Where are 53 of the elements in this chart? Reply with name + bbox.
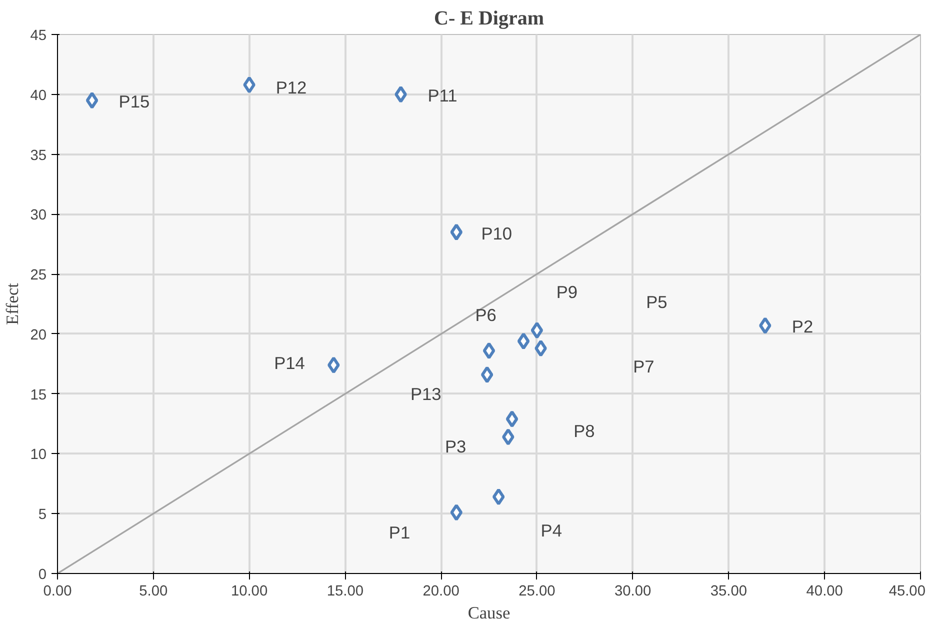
y-tick-label: 25 (30, 268, 47, 284)
x-axis-title: Cause (468, 604, 510, 622)
point (502, 428, 514, 446)
annotation: P9 (556, 282, 578, 302)
y-tick-label: 40 (30, 88, 47, 104)
annotation: P13 (410, 384, 442, 404)
chart-title: C- E Digram (434, 8, 544, 30)
annotation: P7 (633, 356, 654, 377)
annotation: P1 (388, 522, 410, 543)
point (327, 356, 340, 374)
annotation: P10 (481, 223, 512, 244)
point (450, 504, 463, 521)
annotation: P12 (276, 77, 307, 98)
y-tick-label: 30 (30, 208, 47, 224)
y-tick-label: 0 (38, 567, 47, 583)
annotation: P6 (475, 304, 496, 325)
x-tick-label: 25.00 (518, 584, 556, 600)
x-tick-label: 0.00 (43, 584, 72, 600)
y-tick-label: 5 (38, 507, 47, 524)
point (506, 410, 518, 428)
annotation: P15 (118, 91, 150, 112)
x-tick-label: 40.00 (806, 584, 843, 600)
point (758, 317, 772, 334)
point (534, 340, 547, 357)
annotation: P4 (540, 520, 562, 540)
x-tick-label: 45.00 (888, 584, 926, 600)
point (394, 86, 407, 103)
point (243, 76, 256, 94)
point (517, 332, 530, 350)
point (492, 488, 505, 506)
point (480, 366, 494, 384)
y-tick-label: 45 (30, 28, 47, 44)
point (482, 342, 496, 360)
x-tick-label: 30.00 (614, 584, 652, 600)
x-tick-label: 5.00 (139, 584, 168, 600)
annotation: P14 (274, 352, 306, 373)
annotation: P3 (444, 436, 466, 456)
annotation: P8 (574, 421, 595, 442)
x-tick-label: 15.00 (326, 584, 364, 600)
y-tick-label: 15 (30, 387, 47, 404)
x-tick-label: 20.00 (422, 584, 460, 600)
annotation: P2 (792, 316, 814, 337)
point (450, 224, 463, 241)
x-tick-label: 35.00 (710, 584, 748, 600)
y-tick-label: 20 (30, 327, 47, 344)
point (86, 92, 98, 109)
point (530, 322, 544, 339)
annotation: P11 (428, 85, 458, 106)
annotation: P5 (646, 292, 668, 312)
y-tick-label: 10 (30, 447, 47, 464)
y-tick-label: 35 (30, 148, 47, 164)
y-axis-title: Effect (3, 282, 22, 326)
x-tick-label: 10.00 (230, 584, 268, 600)
